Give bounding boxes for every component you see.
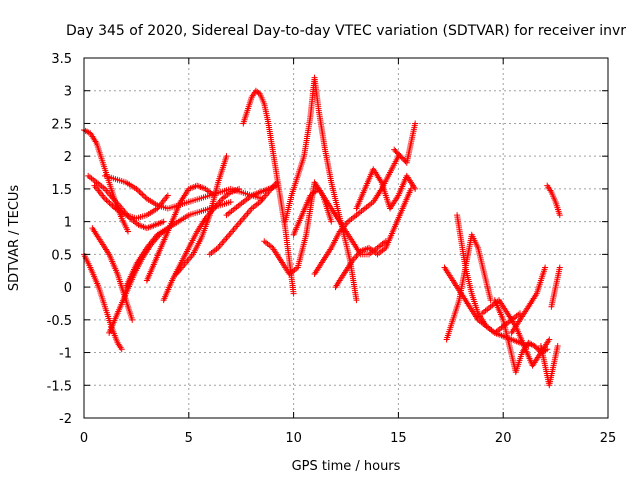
x-axis-label: GPS time / hours: [292, 459, 401, 474]
data-point-fill: [398, 154, 405, 161]
y-tick-label: 2.5: [51, 117, 72, 132]
chart-title: Day 345 of 2020, Sidereal Day-to-day VTE…: [66, 23, 626, 39]
data-point-fill: [137, 190, 144, 197]
data-point: [556, 264, 563, 271]
data-point-fill: [255, 89, 262, 96]
series-arc07: [106, 225, 171, 336]
data-point-fill: [393, 149, 400, 156]
y-tick-label: 2: [64, 150, 72, 165]
data-point-fill: [401, 157, 408, 164]
series-arc19: [332, 185, 414, 291]
data-point-fill: [109, 202, 116, 209]
data-point-fill: [394, 150, 401, 157]
data-point: [554, 343, 561, 349]
data-point: [125, 228, 132, 235]
y-tick-label: -1: [59, 347, 72, 362]
series-arc29: [544, 182, 563, 219]
data-point-fill: [107, 201, 114, 208]
data-point-fill: [104, 198, 111, 205]
y-tick-label: -2: [59, 412, 72, 427]
y-tick-label: 1: [64, 216, 72, 231]
series-arc30: [548, 264, 563, 310]
series-arc04: [89, 225, 136, 323]
data-point: [556, 212, 563, 219]
data-point: [164, 192, 171, 199]
series-arc09: [143, 182, 217, 284]
y-tick-label: 1.5: [51, 183, 72, 198]
data-point: [353, 297, 360, 304]
data-point-fill: [532, 344, 539, 351]
series-arc23: [441, 264, 532, 349]
y-tick-label: -1.5: [47, 379, 72, 394]
data-markers: [81, 74, 563, 389]
x-tick-label: 10: [285, 431, 302, 446]
data-point: [129, 316, 136, 323]
y-axis-label: SDTVAR / TECUs: [7, 185, 22, 292]
y-tick-label: 0.5: [51, 248, 72, 263]
series-arc13: [223, 182, 280, 219]
series-arc10: [160, 185, 243, 304]
plot-frame: [83, 57, 609, 419]
y-tick-label: 3.5: [51, 52, 72, 67]
data-point-fill: [140, 192, 147, 199]
series-arc28: [537, 343, 561, 389]
data-point: [412, 120, 419, 127]
series-arc14: [240, 87, 297, 297]
series-arc15: [261, 179, 335, 277]
data-point: [544, 346, 551, 353]
data-point: [133, 185, 140, 192]
data-point: [412, 185, 419, 192]
data-point-fill: [392, 147, 399, 154]
data-point-fill: [142, 194, 149, 201]
y-tick-label: 3: [64, 85, 72, 100]
data-point: [236, 185, 243, 192]
data-point-fill: [134, 187, 141, 194]
series-arc27: [508, 264, 549, 336]
series-arc11: [173, 153, 230, 277]
data-point-fill: [396, 151, 403, 158]
data-point: [328, 218, 335, 225]
data-point-fill: [106, 199, 113, 206]
data-point: [223, 153, 230, 160]
data-point: [531, 343, 538, 349]
x-tick-label: 25: [600, 431, 617, 446]
data-point: [290, 290, 297, 297]
x-tick-label: 20: [495, 431, 512, 446]
data-point: [118, 346, 125, 353]
series-arc18: [311, 153, 402, 277]
data-point-fill: [110, 204, 117, 211]
y-tick-label: -0.5: [47, 314, 72, 329]
series-arc20: [353, 166, 419, 212]
y-tick-label: 0: [64, 281, 72, 296]
data-point: [391, 146, 398, 153]
data-point: [101, 195, 108, 202]
series-arc26: [491, 297, 551, 376]
data-point: [160, 218, 167, 225]
series-arc21: [391, 120, 419, 166]
data-point: [542, 264, 549, 271]
x-tick-label: 5: [185, 431, 193, 446]
data-point-fill: [136, 188, 143, 195]
data-point-fill: [103, 197, 110, 204]
x-tick-label: 15: [390, 431, 407, 446]
series-arc06: [91, 182, 171, 222]
data-point: [397, 153, 404, 160]
x-tick-label: 0: [80, 431, 88, 446]
series-arc17: [290, 185, 389, 258]
data-point-fill: [534, 345, 541, 352]
data-point: [227, 199, 234, 205]
data-point-fill: [139, 191, 146, 198]
axis-ticks: 0 5 10 15 20 25 -2 -1.5 -1 -0.5 0 0.5 1 1.5 2 2.5 3 3.5: [47, 52, 617, 446]
data-point: [546, 336, 553, 343]
series-arc16: [282, 74, 360, 304]
series-arc02: [81, 251, 125, 353]
